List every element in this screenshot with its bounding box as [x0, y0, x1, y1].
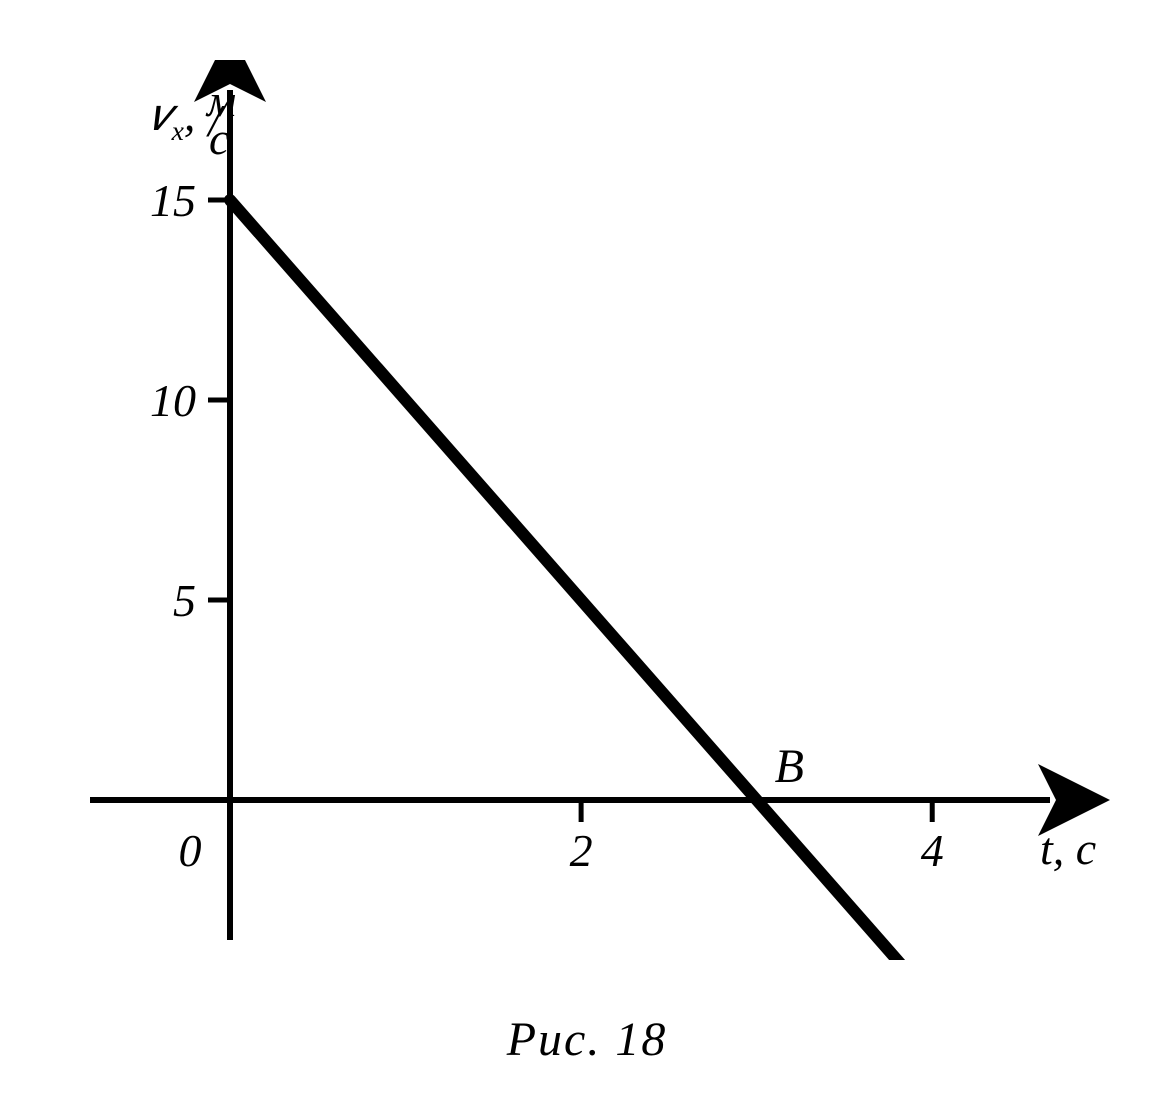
x-tick-label: 4 [921, 825, 944, 876]
origin-label: 0 [179, 825, 202, 876]
y-tick-label: 10 [150, 375, 196, 426]
y-tick-label: 15 [150, 175, 196, 226]
y-tick-label: 5 [173, 575, 196, 626]
x-axis-label: t, с [1040, 823, 1096, 874]
figure-caption: Рис. 18 [0, 1012, 1174, 1067]
chart-svg: 5 10 15 2 4 0 𝑣x, м/с t, с B [60, 60, 1114, 960]
velocity-time-chart: 5 10 15 2 4 0 𝑣x, м/с t, с B [60, 60, 1114, 960]
x-tick-label: 2 [570, 825, 593, 876]
point-b-label: B [775, 740, 804, 793]
y-axis-label: 𝑣x, м/с [150, 75, 236, 164]
